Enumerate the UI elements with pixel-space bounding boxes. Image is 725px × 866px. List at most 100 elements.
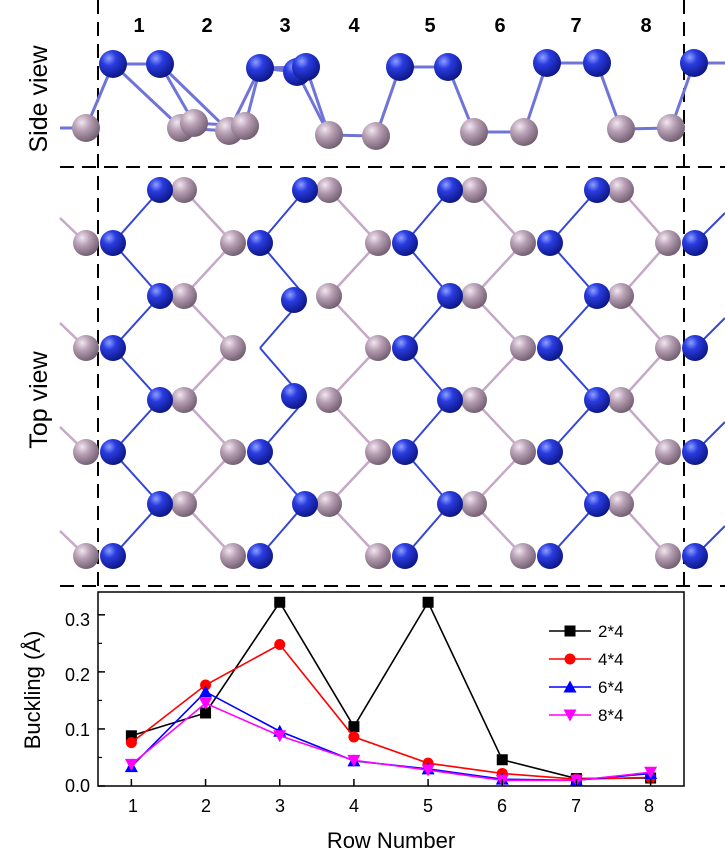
top-blue-atom <box>392 543 418 569</box>
side-pink-atom <box>72 114 100 142</box>
top-blue-atom <box>584 387 610 413</box>
top-pink-atom <box>655 543 681 569</box>
dashed-guides <box>60 0 725 592</box>
top-pink-atom <box>365 230 391 256</box>
y-tick-label: 0.0 <box>65 776 90 796</box>
row-labels: 1 2 3 4 5 6 7 8 <box>133 15 651 37</box>
top-blue-atom <box>281 287 307 313</box>
side-view-structure <box>60 49 725 150</box>
side-blue-atom <box>146 50 174 78</box>
row-label-3: 3 <box>279 15 290 37</box>
top-pink-atom <box>510 439 536 465</box>
top-pink-atom <box>461 283 487 309</box>
top-pink-atom <box>171 491 197 517</box>
data-point <box>273 730 287 743</box>
top-blue-atom <box>537 543 563 569</box>
x-tick-label: 1 <box>128 796 138 816</box>
row-label-2: 2 <box>201 15 212 37</box>
top-blue-atom <box>100 439 126 465</box>
row-label-7: 7 <box>570 15 581 37</box>
side-blue-atom <box>434 53 462 81</box>
top-pink-atom <box>655 335 681 361</box>
legend-label-4x4: 4*4 <box>598 650 624 669</box>
legend-marker <box>564 625 576 637</box>
side-pink-atom <box>180 109 208 137</box>
top-pink-atom <box>510 230 536 256</box>
data-point <box>348 731 360 743</box>
top-pink-atom <box>220 439 246 465</box>
side-pink-atom <box>657 114 685 142</box>
data-point <box>124 758 138 771</box>
data-point <box>348 721 360 733</box>
top-pink-atom <box>365 543 391 569</box>
row-label-1: 1 <box>133 15 144 37</box>
series-layer <box>124 596 658 787</box>
top-pink-atom <box>316 491 342 517</box>
top-pink-atom <box>608 177 634 203</box>
data-point <box>125 730 137 742</box>
top-blue-atom <box>247 543 273 569</box>
top-blue-atom <box>100 230 126 256</box>
top-pink-atom <box>171 387 197 413</box>
top-pink-atom <box>608 491 634 517</box>
data-point <box>644 766 658 779</box>
top-pink-atom <box>461 387 487 413</box>
legend-marker <box>563 709 577 722</box>
top-pink-atom <box>220 335 246 361</box>
top-blue-atom <box>392 230 418 256</box>
data-point <box>274 596 286 608</box>
top-blue-atom <box>147 177 173 203</box>
legend-marker <box>563 680 577 693</box>
buckling-chart: 0.0 0.1 0.2 0.3 1 2 3 4 5 6 7 8 Row Numb… <box>20 591 685 853</box>
top-pink-atom <box>655 230 681 256</box>
top-view-structure <box>59 177 725 569</box>
top-blue-atom <box>584 491 610 517</box>
top-pink-atom <box>171 177 197 203</box>
legend-label-8x4: 8*4 <box>598 706 624 725</box>
side-bond <box>111 62 183 130</box>
side-pink-atom <box>231 112 259 140</box>
data-point <box>199 697 213 710</box>
top-blue-atom <box>584 177 610 203</box>
top-blue-atom <box>392 439 418 465</box>
side-blue-atom <box>680 49 708 77</box>
legend-label-6x4: 6*4 <box>598 678 624 697</box>
x-tick-label: 8 <box>644 796 654 816</box>
row-label-6: 6 <box>494 15 505 37</box>
data-point <box>496 754 508 766</box>
top-pink-atom <box>73 230 99 256</box>
top-pink-atom <box>655 439 681 465</box>
data-point <box>125 737 137 749</box>
top-pink-atom <box>316 283 342 309</box>
top-blue-atom <box>392 335 418 361</box>
y-axis: 0.0 0.1 0.2 0.3 <box>65 610 90 796</box>
side-blue-atom <box>292 53 320 81</box>
data-point <box>347 754 361 767</box>
top-blue-atom <box>537 230 563 256</box>
top-pink-atom <box>73 335 99 361</box>
top-blue-atom <box>292 491 318 517</box>
x-tick-label: 3 <box>275 796 285 816</box>
top-blue-atom <box>147 491 173 517</box>
top-pink-atom <box>461 177 487 203</box>
top-pink-atom <box>365 335 391 361</box>
data-point <box>199 685 213 698</box>
top-blue-atom <box>537 439 563 465</box>
top-blue-atom <box>247 439 273 465</box>
side-pink-atom <box>460 118 488 146</box>
series-line-2 <box>130 643 651 780</box>
top-blue-atom <box>682 439 708 465</box>
side-view-label: Side view <box>25 45 53 153</box>
top-pink-atom <box>316 387 342 413</box>
side-pink-atom <box>362 122 390 150</box>
top-blue-atom <box>437 283 463 309</box>
side-blue-atom <box>99 50 127 78</box>
x-axis: 1 2 3 4 5 6 7 8 <box>128 796 654 816</box>
data-point <box>200 679 212 691</box>
data-point <box>421 764 435 777</box>
top-blue-atom <box>292 177 318 203</box>
top-pink-atom <box>73 439 99 465</box>
top-blue-atom <box>147 283 173 309</box>
side-pink-atom <box>607 115 635 143</box>
